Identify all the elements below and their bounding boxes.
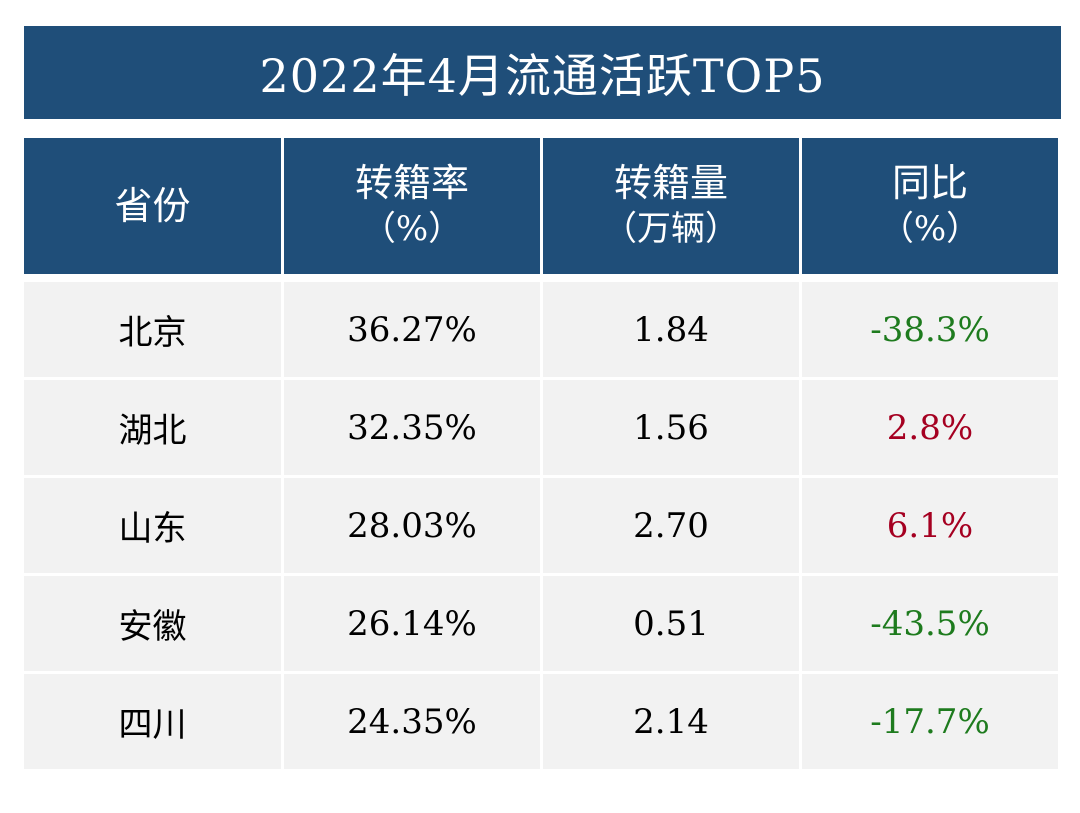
header-spacer: [24, 277, 1058, 279]
cell-yoy: -17.7%: [802, 674, 1058, 769]
table-title: 2022年4月流通活跃TOP5: [24, 26, 1061, 119]
cell-rate: 24.35%: [284, 674, 540, 769]
header-yoy-unit: （%）: [879, 209, 981, 249]
cell-province: 安徽: [24, 576, 281, 671]
header-rate-label: 转籍率: [354, 161, 469, 205]
cell-province: 四川: [24, 674, 281, 769]
cell-yoy: 2.8%: [802, 380, 1058, 475]
table-row: 北京 36.27% 1.84 -38.3%: [24, 282, 1058, 377]
header-province-label: 省份: [114, 184, 191, 228]
table-row: 四川 24.35% 2.14 -17.7%: [24, 674, 1058, 769]
header-rate-unit: （%）: [361, 209, 463, 249]
data-table: 省份 转籍率 （%） 转籍量 （万辆） 同比 （%） 北京 36.27% 1.8…: [21, 135, 1061, 772]
table-row: 安徽 26.14% 0.51 -43.5%: [24, 576, 1058, 671]
header-volume-label: 转籍量: [613, 161, 728, 205]
cell-yoy: -43.5%: [802, 576, 1058, 671]
header-yoy-label: 同比: [891, 161, 968, 205]
cell-yoy: 6.1%: [802, 478, 1058, 573]
cell-volume: 2.14: [543, 674, 799, 769]
cell-rate: 28.03%: [284, 478, 540, 573]
cell-province: 湖北: [24, 380, 281, 475]
cell-province: 北京: [24, 282, 281, 377]
header-province: 省份: [24, 138, 281, 274]
header-volume: 转籍量 （万辆）: [543, 138, 799, 274]
cell-yoy: -38.3%: [802, 282, 1058, 377]
header-row: 省份 转籍率 （%） 转籍量 （万辆） 同比 （%）: [24, 138, 1058, 274]
cell-rate: 26.14%: [284, 576, 540, 671]
table-row: 山东 28.03% 2.70 6.1%: [24, 478, 1058, 573]
cell-volume: 1.84: [543, 282, 799, 377]
header-volume-unit: （万辆）: [603, 209, 739, 249]
table-row: 湖北 32.35% 1.56 2.8%: [24, 380, 1058, 475]
cell-rate: 36.27%: [284, 282, 540, 377]
cell-volume: 0.51: [543, 576, 799, 671]
cell-rate: 32.35%: [284, 380, 540, 475]
cell-volume: 2.70: [543, 478, 799, 573]
header-yoy: 同比 （%）: [802, 138, 1058, 274]
header-rate: 转籍率 （%）: [284, 138, 540, 274]
cell-volume: 1.56: [543, 380, 799, 475]
cell-province: 山东: [24, 478, 281, 573]
